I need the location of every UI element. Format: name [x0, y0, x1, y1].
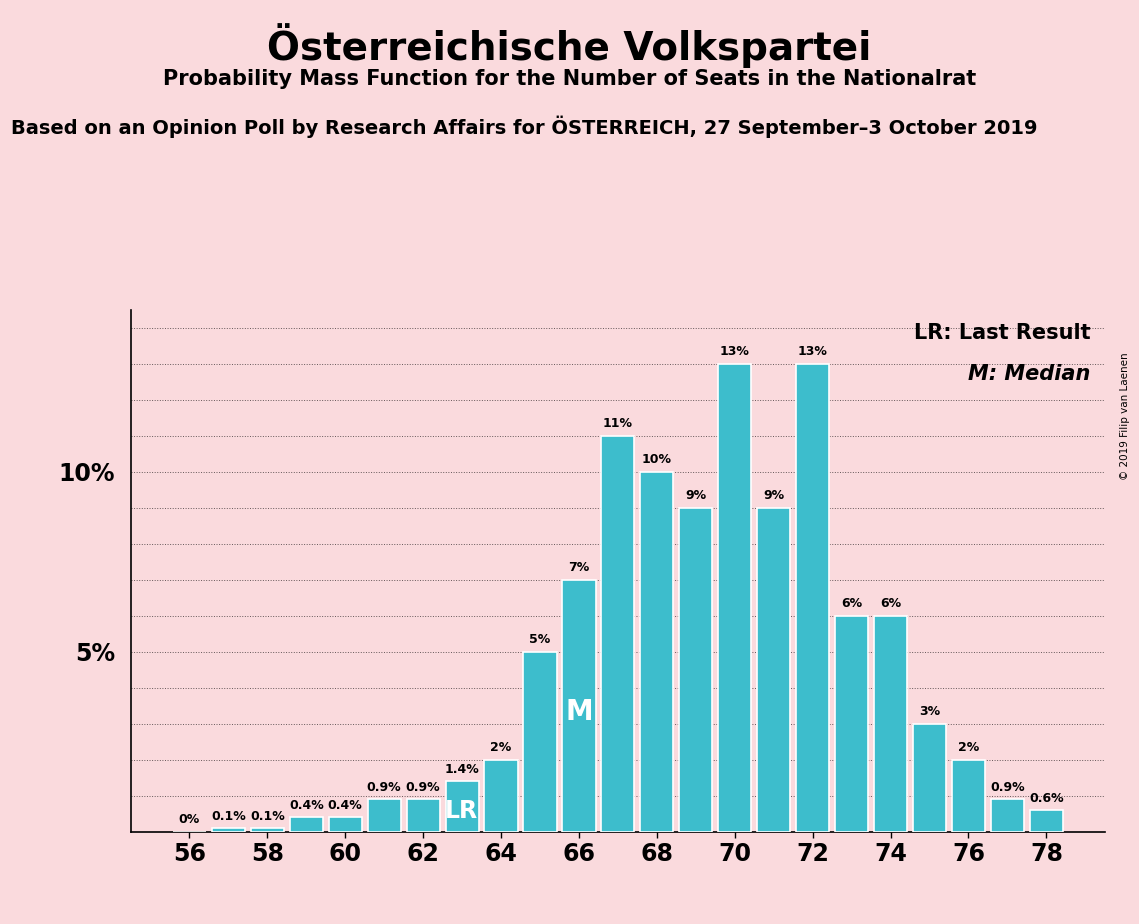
Text: LR: LR: [444, 799, 477, 823]
Text: Probability Mass Function for the Number of Seats in the Nationalrat: Probability Mass Function for the Number…: [163, 69, 976, 90]
Text: 1.4%: 1.4%: [444, 763, 480, 776]
Text: M: M: [565, 698, 592, 725]
Bar: [289, 817, 322, 832]
Text: 0.9%: 0.9%: [405, 781, 441, 794]
Bar: [601, 435, 634, 832]
Text: 6%: 6%: [841, 597, 862, 610]
Bar: [874, 615, 907, 832]
Bar: [329, 817, 362, 832]
Bar: [251, 828, 284, 832]
Bar: [407, 799, 440, 832]
Bar: [368, 799, 401, 832]
Text: 0.1%: 0.1%: [249, 809, 285, 822]
Bar: [563, 579, 596, 832]
Text: 2%: 2%: [491, 741, 511, 754]
Text: 11%: 11%: [603, 417, 633, 431]
Bar: [757, 507, 790, 832]
Text: 0.4%: 0.4%: [289, 798, 323, 812]
Text: 10%: 10%: [642, 453, 672, 466]
Text: 7%: 7%: [568, 561, 590, 574]
Bar: [835, 615, 868, 832]
Bar: [1030, 810, 1063, 832]
Bar: [991, 799, 1024, 832]
Bar: [484, 760, 517, 832]
Text: 0.6%: 0.6%: [1030, 792, 1064, 805]
Text: 0.9%: 0.9%: [990, 781, 1025, 794]
Bar: [796, 363, 829, 832]
Text: 3%: 3%: [919, 705, 940, 718]
Text: 9%: 9%: [763, 489, 785, 502]
Text: 13%: 13%: [797, 346, 828, 359]
Bar: [524, 651, 557, 832]
Bar: [640, 471, 673, 832]
Text: 6%: 6%: [880, 597, 901, 610]
Text: 13%: 13%: [720, 346, 749, 359]
Bar: [719, 363, 752, 832]
Text: © 2019 Filip van Laenen: © 2019 Filip van Laenen: [1121, 352, 1130, 480]
Text: 0%: 0%: [179, 813, 200, 826]
Text: 0.9%: 0.9%: [367, 781, 401, 794]
Bar: [679, 507, 712, 832]
Text: 0.1%: 0.1%: [211, 809, 246, 822]
Bar: [445, 781, 478, 832]
Bar: [913, 723, 947, 832]
Text: 9%: 9%: [686, 489, 706, 502]
Bar: [212, 828, 245, 832]
Text: LR: Last Result: LR: Last Result: [913, 322, 1090, 343]
Text: 2%: 2%: [958, 741, 980, 754]
Text: 0.4%: 0.4%: [328, 798, 362, 812]
Text: M: Median: M: Median: [968, 364, 1090, 384]
Bar: [952, 760, 985, 832]
Text: Based on an Opinion Poll by Research Affairs for ÖSTERREICH, 27 September–3 Octo: Based on an Opinion Poll by Research Aff…: [11, 116, 1038, 138]
Text: 5%: 5%: [530, 633, 550, 646]
Text: Österreichische Volkspartei: Österreichische Volkspartei: [268, 23, 871, 68]
